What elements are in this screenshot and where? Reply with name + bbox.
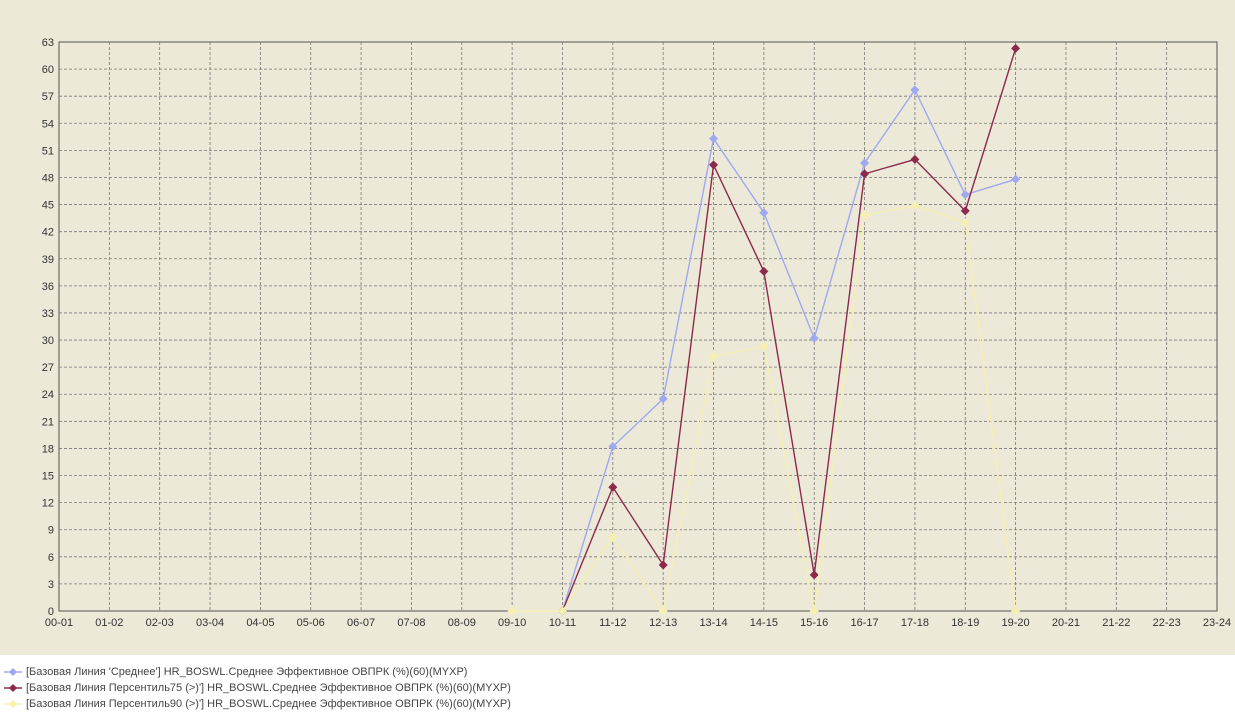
data-point[interactable]	[658, 606, 668, 616]
y-tick-label: 9	[48, 525, 54, 537]
line-chart: 0369121518212427303336394245485154576063…	[42, 37, 1231, 629]
data-point[interactable]	[658, 560, 668, 570]
x-tick-label: 15-16	[800, 617, 828, 629]
data-point[interactable]	[809, 570, 819, 580]
x-tick-label: 14-15	[750, 617, 778, 629]
plot-area	[58, 41, 1218, 612]
x-tick-label: 17-18	[901, 617, 929, 629]
x-tick-label: 05-06	[297, 617, 325, 629]
y-tick-label: 33	[42, 308, 54, 320]
y-tick-label: 48	[42, 172, 54, 184]
data-point[interactable]	[759, 341, 769, 351]
legend-label: [Базовая Линия 'Среднее'] HR_BOSWL.Средн…	[26, 666, 468, 678]
x-tick-label: 18-19	[951, 617, 979, 629]
series-layer	[507, 43, 1021, 616]
data-point[interactable]	[960, 190, 970, 200]
data-point[interactable]	[709, 160, 719, 170]
chart-panel: 0 3 6 9 12 15 18 21 24 27 30 33 36 39 42 45 48 51 54 57 60 63…	[0, 0, 1235, 655]
y-tick-label: 21	[42, 416, 54, 428]
x-tick-label: 07-08	[397, 617, 425, 629]
y-tick-label: 63	[42, 37, 54, 49]
x-tick-label: 02-03	[146, 617, 174, 629]
data-point[interactable]	[809, 333, 819, 343]
x-tick-label: 11-12	[599, 617, 626, 629]
data-point[interactable]	[1011, 43, 1021, 53]
y-tick-label: 30	[42, 335, 54, 347]
data-point[interactable]	[809, 606, 819, 616]
x-tick-label: 04-05	[246, 617, 274, 629]
data-point[interactable]	[910, 200, 920, 210]
y-tick-label: 39	[42, 254, 54, 266]
y-tick-label: 36	[42, 281, 54, 293]
data-point[interactable]	[608, 442, 618, 452]
y-tick-label: 60	[42, 64, 54, 76]
series-1	[557, 85, 1021, 616]
y-tick-label: 12	[42, 498, 54, 510]
legend-item: [Базовая Линия 'Среднее'] HR_BOSWL.Средн…	[4, 664, 1204, 680]
y-tick-label: 3	[48, 579, 54, 591]
legend-swatch	[4, 700, 22, 708]
x-tick-label: 13-14	[699, 617, 727, 629]
data-point[interactable]	[910, 85, 920, 95]
x-tick-label: 20-21	[1052, 617, 1080, 629]
legend-swatch	[4, 684, 22, 692]
data-point[interactable]	[860, 169, 870, 179]
data-point[interactable]	[860, 210, 870, 220]
data-point[interactable]	[860, 158, 870, 168]
series-line	[561, 48, 1017, 612]
data-point[interactable]	[709, 134, 719, 144]
legend-swatch	[4, 668, 22, 676]
legend-label: [Базовая Линия Персентиль90 (>)'] HR_BOS…	[26, 698, 511, 710]
data-point[interactable]	[960, 206, 970, 216]
x-tick-label: 03-04	[196, 617, 224, 629]
y-tick-label: 0	[48, 606, 54, 618]
x-tick-label: 22-23	[1153, 617, 1181, 629]
y-tick-label: 24	[42, 389, 54, 401]
data-point[interactable]	[1011, 606, 1021, 616]
y-tick-label: 27	[42, 362, 54, 374]
x-tick-label: 10-11	[549, 617, 576, 629]
legend-item: [Базовая Линия Персентиль75 (>)'] HR_BOS…	[4, 680, 1204, 696]
data-point[interactable]	[759, 208, 769, 218]
x-tick-label: 23-24	[1203, 617, 1231, 629]
x-tick-label: 06-07	[347, 617, 375, 629]
legend-item: [Базовая Линия Персентиль90 (>)'] HR_BOS…	[4, 696, 1204, 712]
x-tick-label: 08-09	[448, 617, 476, 629]
grid-layer	[59, 42, 1217, 611]
y-tick-label: 54	[42, 118, 54, 130]
data-point[interactable]	[1011, 174, 1021, 184]
y-tick-label: 42	[42, 227, 54, 239]
x-tick-label: 09-10	[498, 617, 526, 629]
x-tick-label: 00-01	[45, 617, 73, 629]
data-point[interactable]	[759, 266, 769, 276]
data-point[interactable]	[960, 218, 970, 228]
data-point[interactable]	[507, 606, 517, 616]
data-point[interactable]	[608, 482, 618, 492]
y-tick-label: 15	[42, 471, 54, 483]
legend-label: [Базовая Линия Персентиль75 (>)'] HR_BOS…	[26, 682, 511, 694]
x-tick-label: 16-17	[850, 617, 878, 629]
x-tick-label: 21-22	[1102, 617, 1130, 629]
x-tick-label: 12-13	[649, 617, 677, 629]
series-line	[561, 88, 1016, 612]
legend: [Базовая Линия 'Среднее'] HR_BOSWL.Средн…	[4, 664, 1204, 712]
data-point[interactable]	[608, 532, 618, 542]
series-3	[507, 200, 1021, 616]
y-tick-label: 45	[42, 200, 54, 212]
x-tick-label: 01-02	[95, 617, 123, 629]
y-tick-label: 51	[42, 145, 54, 157]
data-point[interactable]	[709, 351, 719, 361]
y-tick-label: 18	[42, 443, 54, 455]
data-point[interactable]	[658, 394, 668, 404]
x-tick-label: 19-20	[1002, 617, 1030, 629]
y-tick-label: 57	[42, 91, 54, 103]
x-axis: 00-01 01-02 02-03 03-04 04-05 05-06 06-07 07-08…	[45, 617, 1231, 629]
data-point[interactable]	[910, 154, 920, 164]
data-point[interactable]	[557, 606, 567, 616]
y-tick-label: 6	[48, 552, 54, 564]
